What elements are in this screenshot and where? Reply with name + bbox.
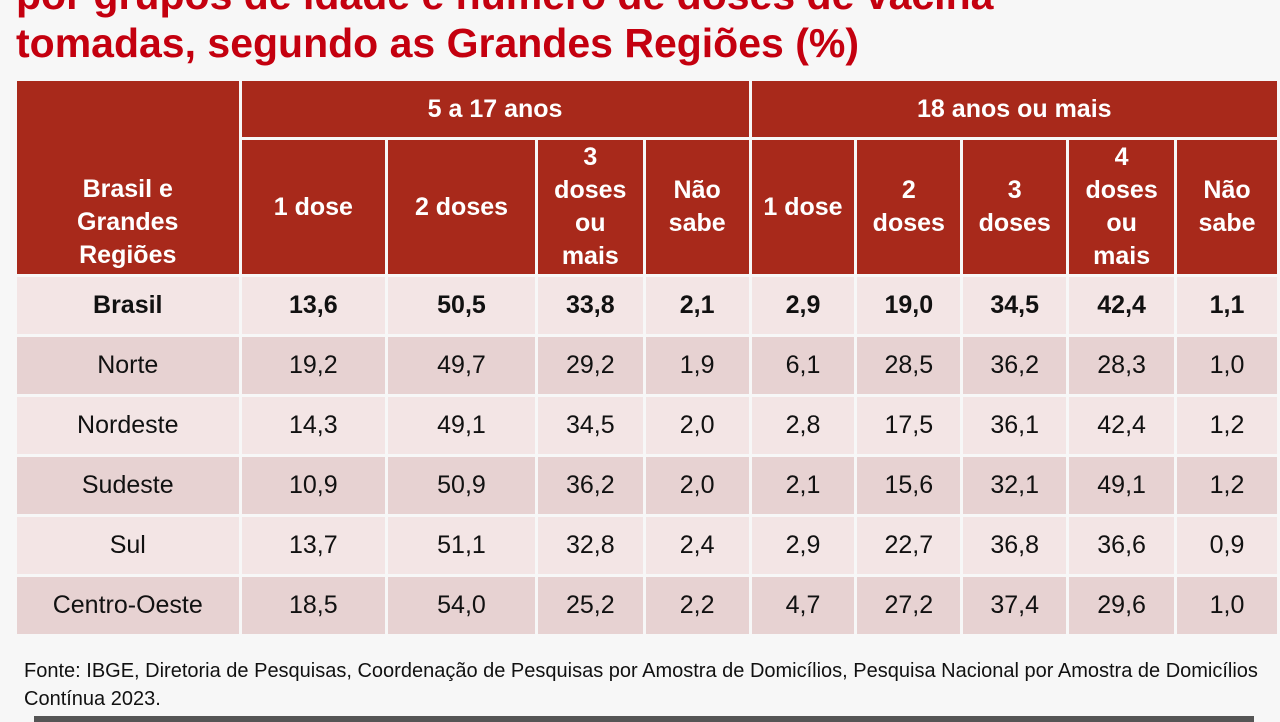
group-header-5-17: 5 a 17 anos — [241, 81, 749, 137]
value-cell: 19,0 — [857, 277, 961, 334]
value-cell: 19,2 — [241, 337, 386, 394]
value-cell: 2,1 — [751, 457, 855, 514]
region-cell: Sudeste — [17, 457, 239, 514]
value-cell: 17,5 — [857, 397, 961, 454]
value-cell: 54,0 — [388, 577, 535, 634]
value-cell: 6,1 — [751, 337, 855, 394]
region-cell: Sul — [17, 517, 239, 574]
value-cell: 51,1 — [388, 517, 535, 574]
value-cell: 49,1 — [388, 397, 535, 454]
region-cell: Norte — [17, 337, 239, 394]
value-cell: 25,2 — [537, 577, 643, 634]
value-cell: 1,9 — [645, 337, 749, 394]
value-cell: 2,9 — [751, 277, 855, 334]
subheader-cell: 2 doses — [388, 140, 535, 274]
value-cell: 1,2 — [1177, 397, 1277, 454]
value-cell: 36,2 — [963, 337, 1067, 394]
value-cell: 0,9 — [1177, 517, 1277, 574]
value-cell: 36,6 — [1069, 517, 1175, 574]
value-cell: 4,7 — [751, 577, 855, 634]
value-cell: 42,4 — [1069, 277, 1175, 334]
region-column-header: Brasil e Grandes Regiões — [17, 81, 239, 274]
value-cell: 2,1 — [645, 277, 749, 334]
subheader-cell: 1 dose — [241, 140, 386, 274]
table-row: Norte 19,2 49,7 29,2 1,9 6,1 28,5 36,2 28,3 1,0 — [17, 337, 1277, 394]
value-cell: 10,9 — [241, 457, 386, 514]
value-cell: 2,0 — [645, 397, 749, 454]
region-cell: Brasil — [17, 277, 239, 334]
value-cell: 2,9 — [751, 517, 855, 574]
value-cell: 2,2 — [645, 577, 749, 634]
title-line-1: por grupos de idade e número de doses de… — [16, 0, 993, 18]
value-cell: 13,6 — [241, 277, 386, 334]
value-cell: 33,8 — [537, 277, 643, 334]
value-cell: 15,6 — [857, 457, 961, 514]
bottom-divider — [34, 716, 1254, 722]
value-cell: 2,4 — [645, 517, 749, 574]
value-cell: 36,1 — [963, 397, 1067, 454]
value-cell: 1,0 — [1177, 577, 1277, 634]
value-cell: 37,4 — [963, 577, 1067, 634]
subheader-cell: 4 doses ou mais — [1069, 140, 1175, 274]
subheader-cell: 3 doses ou mais — [537, 140, 643, 274]
value-cell: 34,5 — [963, 277, 1067, 334]
value-cell: 1,0 — [1177, 337, 1277, 394]
value-cell: 42,4 — [1069, 397, 1175, 454]
value-cell: 27,2 — [857, 577, 961, 634]
value-cell: 32,1 — [963, 457, 1067, 514]
value-cell: 50,5 — [388, 277, 535, 334]
value-cell: 2,0 — [645, 457, 749, 514]
value-cell: 50,9 — [388, 457, 535, 514]
subheader-cell: 1 dose — [751, 140, 855, 274]
value-cell: 2,8 — [751, 397, 855, 454]
value-cell: 18,5 — [241, 577, 386, 634]
value-cell: 1,1 — [1177, 277, 1277, 334]
subheader-cell: 2 doses — [857, 140, 961, 274]
subheader-cell: 3 doses — [963, 140, 1067, 274]
value-cell: 49,1 — [1069, 457, 1175, 514]
value-cell: 49,7 — [388, 337, 535, 394]
value-cell: 22,7 — [857, 517, 961, 574]
value-cell: 29,2 — [537, 337, 643, 394]
table-row: Nordeste 14,3 49,1 34,5 2,0 2,8 17,5 36,1 42,4 1,… — [17, 397, 1277, 454]
value-cell: 14,3 — [241, 397, 386, 454]
value-cell: 36,8 — [963, 517, 1067, 574]
table-row: Sul 13,7 51,1 32,8 2,4 2,9 22,7 36,8 36,6 0,9 — [17, 517, 1277, 574]
table-row: Brasil 13,6 50,5 33,8 2,1 2,9 19,0 34,5 42,4 1,1 — [17, 277, 1277, 334]
table-row: Sudeste 10,9 50,9 36,2 2,0 2,1 15,6 32,1 49,1 1,2 — [17, 457, 1277, 514]
value-cell: 28,3 — [1069, 337, 1175, 394]
value-cell: 29,6 — [1069, 577, 1175, 634]
value-cell: 13,7 — [241, 517, 386, 574]
subheader-cell: Não sabe — [645, 140, 749, 274]
value-cell: 1,2 — [1177, 457, 1277, 514]
table-row: Centro-Oeste 18,5 54,0 25,2 2,2 4,7 27,2 37,4 29… — [17, 577, 1277, 634]
group-header-18-plus: 18 anos ou mais — [751, 81, 1277, 137]
value-cell: 34,5 — [537, 397, 643, 454]
value-cell: 32,8 — [537, 517, 643, 574]
value-cell: 28,5 — [857, 337, 961, 394]
vaccination-table: Brasil e Grandes Regiões 5 a 17 anos 18 … — [14, 78, 1280, 637]
title-line-2: tomadas, segundo as Grandes Regiões (%) — [16, 20, 859, 66]
region-cell: Centro-Oeste — [17, 577, 239, 634]
region-cell: Nordeste — [17, 397, 239, 454]
value-cell: 36,2 — [537, 457, 643, 514]
subheader-cell: Não sabe — [1177, 140, 1277, 274]
source-note: Fonte: IBGE, Diretoria de Pesquisas, Coo… — [24, 660, 1258, 710]
